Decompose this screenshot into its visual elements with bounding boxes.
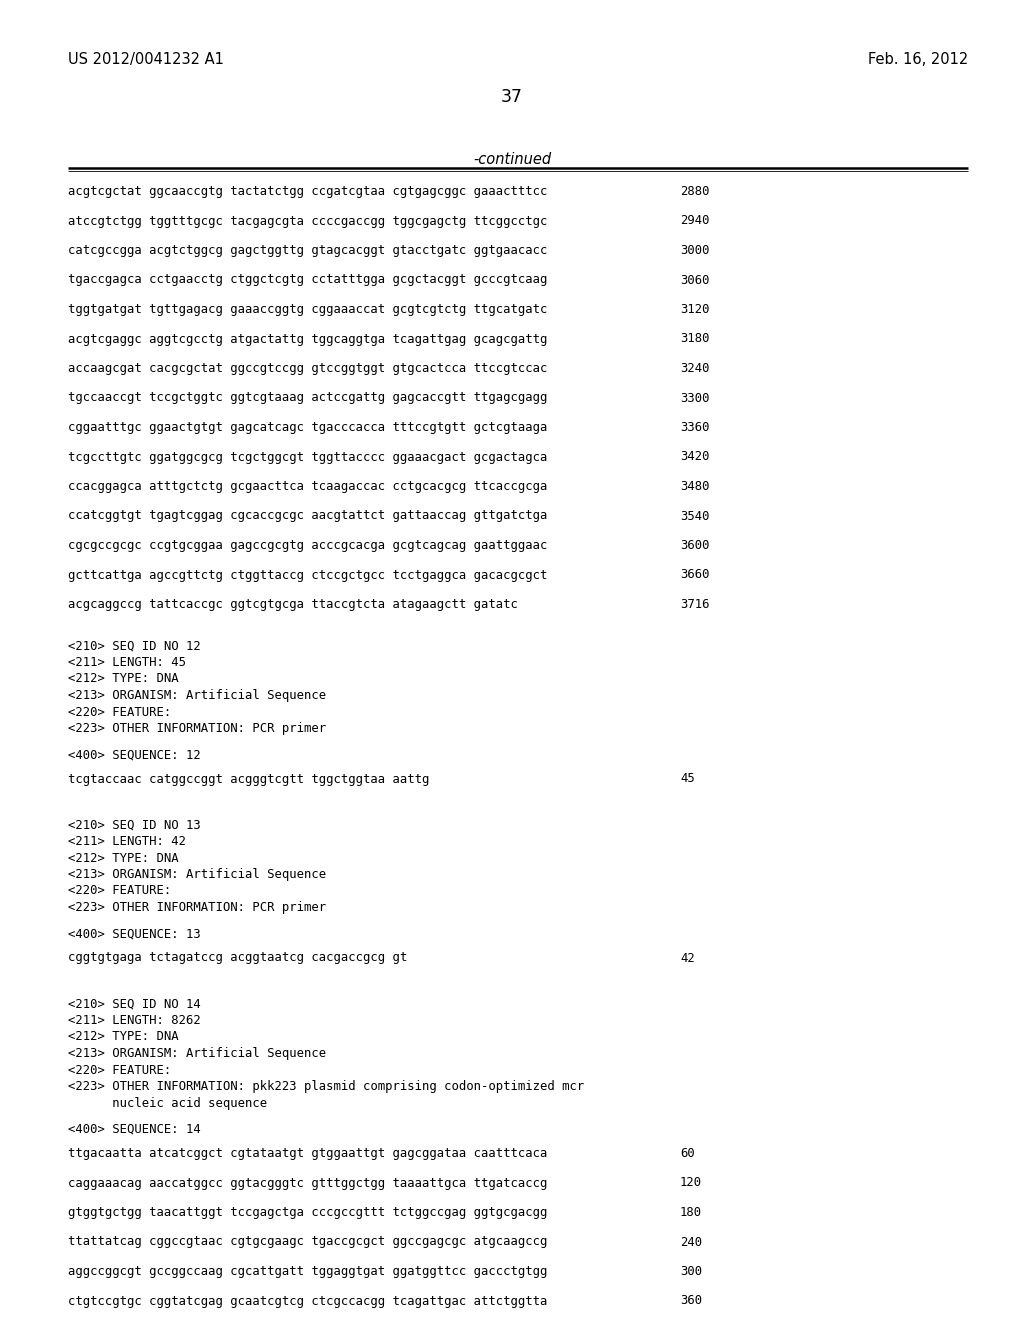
Text: tcgccttgtc ggatggcgcg tcgctggcgt tggttacccc ggaaacgact gcgactagca: tcgccttgtc ggatggcgcg tcgctggcgt tggttac… — [68, 450, 548, 463]
Text: ctgtccgtgc cggtatcgag gcaatcgtcg ctcgccacgg tcagattgac attctggtta: ctgtccgtgc cggtatcgag gcaatcgtcg ctcgcca… — [68, 1295, 548, 1308]
Text: ttattatcag cggccgtaac cgtgcgaagc tgaccgcgct ggccgagcgc atgcaagccg: ttattatcag cggccgtaac cgtgcgaagc tgaccgc… — [68, 1236, 548, 1249]
Text: <211> LENGTH: 45: <211> LENGTH: 45 — [68, 656, 186, 669]
Text: acgtcgctat ggcaaccgtg tactatctgg ccgatcgtaa cgtgagcggc gaaactttcc: acgtcgctat ggcaaccgtg tactatctgg ccgatcg… — [68, 185, 548, 198]
Text: 360: 360 — [680, 1295, 702, 1308]
Text: cgcgccgcgc ccgtgcggaa gagccgcgtg acccgcacga gcgtcagcag gaattggaac: cgcgccgcgc ccgtgcggaa gagccgcgtg acccgca… — [68, 539, 548, 552]
Text: 45: 45 — [680, 772, 694, 785]
Text: nucleic acid sequence: nucleic acid sequence — [68, 1097, 267, 1110]
Text: <210> SEQ ID NO 12: <210> SEQ ID NO 12 — [68, 639, 201, 652]
Text: 60: 60 — [680, 1147, 694, 1160]
Text: accaagcgat cacgcgctat ggccgtccgg gtccggtggt gtgcactcca ttccgtccac: accaagcgat cacgcgctat ggccgtccgg gtccggt… — [68, 362, 548, 375]
Text: 3600: 3600 — [680, 539, 710, 552]
Text: gcttcattga agccgttctg ctggttaccg ctccgctgcc tcctgaggca gacacgcgct: gcttcattga agccgttctg ctggttaccg ctccgct… — [68, 569, 548, 582]
Text: 120: 120 — [680, 1176, 702, 1189]
Text: 180: 180 — [680, 1206, 702, 1218]
Text: <210> SEQ ID NO 14: <210> SEQ ID NO 14 — [68, 998, 201, 1011]
Text: <400> SEQUENCE: 13: <400> SEQUENCE: 13 — [68, 928, 201, 940]
Text: 240: 240 — [680, 1236, 702, 1249]
Text: 2940: 2940 — [680, 214, 710, 227]
Text: 3060: 3060 — [680, 273, 710, 286]
Text: <400> SEQUENCE: 12: <400> SEQUENCE: 12 — [68, 748, 201, 762]
Text: <213> ORGANISM: Artificial Sequence: <213> ORGANISM: Artificial Sequence — [68, 869, 326, 880]
Text: <212> TYPE: DNA: <212> TYPE: DNA — [68, 1031, 178, 1044]
Text: <213> ORGANISM: Artificial Sequence: <213> ORGANISM: Artificial Sequence — [68, 1047, 326, 1060]
Text: atccgtctgg tggtttgcgc tacgagcgta ccccgaccgg tggcgagctg ttcggcctgc: atccgtctgg tggtttgcgc tacgagcgta ccccgac… — [68, 214, 548, 227]
Text: tcgtaccaac catggccggt acgggtcgtt tggctggtaa aattg: tcgtaccaac catggccggt acgggtcgtt tggctgg… — [68, 772, 429, 785]
Text: tggtgatgat tgttgagacg gaaaccggtg cggaaaccat gcgtcgtctg ttgcatgatc: tggtgatgat tgttgagacg gaaaccggtg cggaaac… — [68, 304, 548, 315]
Text: <220> FEATURE:: <220> FEATURE: — [68, 1064, 171, 1077]
Text: 3180: 3180 — [680, 333, 710, 346]
Text: <220> FEATURE:: <220> FEATURE: — [68, 705, 171, 718]
Text: ccacggagca atttgctctg gcgaacttca tcaagaccac cctgcacgcg ttcaccgcga: ccacggagca atttgctctg gcgaacttca tcaagac… — [68, 480, 548, 492]
Text: 37: 37 — [501, 88, 523, 106]
Text: 3360: 3360 — [680, 421, 710, 434]
Text: <212> TYPE: DNA: <212> TYPE: DNA — [68, 851, 178, 865]
Text: <220> FEATURE:: <220> FEATURE: — [68, 884, 171, 898]
Text: 3420: 3420 — [680, 450, 710, 463]
Text: 42: 42 — [680, 952, 694, 965]
Text: 300: 300 — [680, 1265, 702, 1278]
Text: gtggtgctgg taacattggt tccgagctga cccgccgttt tctggccgag ggtgcgacgg: gtggtgctgg taacattggt tccgagctga cccgccg… — [68, 1206, 548, 1218]
Text: caggaaacag aaccatggcc ggtacgggtc gtttggctgg taaaattgca ttgatcaccg: caggaaacag aaccatggcc ggtacgggtc gtttggc… — [68, 1176, 548, 1189]
Text: ttgacaatta atcatcggct cgtataatgt gtggaattgt gagcggataa caatttcaca: ttgacaatta atcatcggct cgtataatgt gtggaat… — [68, 1147, 548, 1160]
Text: acgcaggccg tattcaccgc ggtcgtgcga ttaccgtcta atagaagctt gatatc: acgcaggccg tattcaccgc ggtcgtgcga ttaccgt… — [68, 598, 518, 611]
Text: Feb. 16, 2012: Feb. 16, 2012 — [867, 51, 968, 67]
Text: aggccggcgt gccggccaag cgcattgatt tggaggtgat ggatggttcc gaccctgtgg: aggccggcgt gccggccaag cgcattgatt tggaggt… — [68, 1265, 548, 1278]
Text: <223> OTHER INFORMATION: PCR primer: <223> OTHER INFORMATION: PCR primer — [68, 722, 326, 735]
Text: 3240: 3240 — [680, 362, 710, 375]
Text: <400> SEQUENCE: 14: <400> SEQUENCE: 14 — [68, 1123, 201, 1137]
Text: 3300: 3300 — [680, 392, 710, 404]
Text: tgccaaccgt tccgctggtc ggtcgtaaag actccgattg gagcaccgtt ttgagcgagg: tgccaaccgt tccgctggtc ggtcgtaaag actccga… — [68, 392, 548, 404]
Text: US 2012/0041232 A1: US 2012/0041232 A1 — [68, 51, 224, 67]
Text: <223> OTHER INFORMATION: pkk223 plasmid comprising codon-optimized mcr: <223> OTHER INFORMATION: pkk223 plasmid … — [68, 1080, 585, 1093]
Text: -continued: -continued — [473, 152, 551, 168]
Text: <211> LENGTH: 8262: <211> LENGTH: 8262 — [68, 1014, 201, 1027]
Text: 2880: 2880 — [680, 185, 710, 198]
Text: catcgccgga acgtctggcg gagctggttg gtagcacggt gtacctgatc ggtgaacacc: catcgccgga acgtctggcg gagctggttg gtagcac… — [68, 244, 548, 257]
Text: ccatcggtgt tgagtcggag cgcaccgcgc aacgtattct gattaaccag gttgatctga: ccatcggtgt tgagtcggag cgcaccgcgc aacgtat… — [68, 510, 548, 523]
Text: 3660: 3660 — [680, 569, 710, 582]
Text: 3716: 3716 — [680, 598, 710, 611]
Text: <213> ORGANISM: Artificial Sequence: <213> ORGANISM: Artificial Sequence — [68, 689, 326, 702]
Text: <223> OTHER INFORMATION: PCR primer: <223> OTHER INFORMATION: PCR primer — [68, 902, 326, 913]
Text: 3540: 3540 — [680, 510, 710, 523]
Text: cggtgtgaga tctagatccg acggtaatcg cacgaccgcg gt: cggtgtgaga tctagatccg acggtaatcg cacgacc… — [68, 952, 408, 965]
Text: acgtcgaggc aggtcgcctg atgactattg tggcaggtga tcagattgag gcagcgattg: acgtcgaggc aggtcgcctg atgactattg tggcagg… — [68, 333, 548, 346]
Text: <212> TYPE: DNA: <212> TYPE: DNA — [68, 672, 178, 685]
Text: 3480: 3480 — [680, 480, 710, 492]
Text: cggaatttgc ggaactgtgt gagcatcagc tgacccacca tttccgtgtt gctcgtaaga: cggaatttgc ggaactgtgt gagcatcagc tgaccca… — [68, 421, 548, 434]
Text: 3000: 3000 — [680, 244, 710, 257]
Text: <211> LENGTH: 42: <211> LENGTH: 42 — [68, 836, 186, 847]
Text: 3120: 3120 — [680, 304, 710, 315]
Text: tgaccgagca cctgaacctg ctggctcgtg cctatttgga gcgctacggt gcccgtcaag: tgaccgagca cctgaacctg ctggctcgtg cctattt… — [68, 273, 548, 286]
Text: <210> SEQ ID NO 13: <210> SEQ ID NO 13 — [68, 818, 201, 832]
